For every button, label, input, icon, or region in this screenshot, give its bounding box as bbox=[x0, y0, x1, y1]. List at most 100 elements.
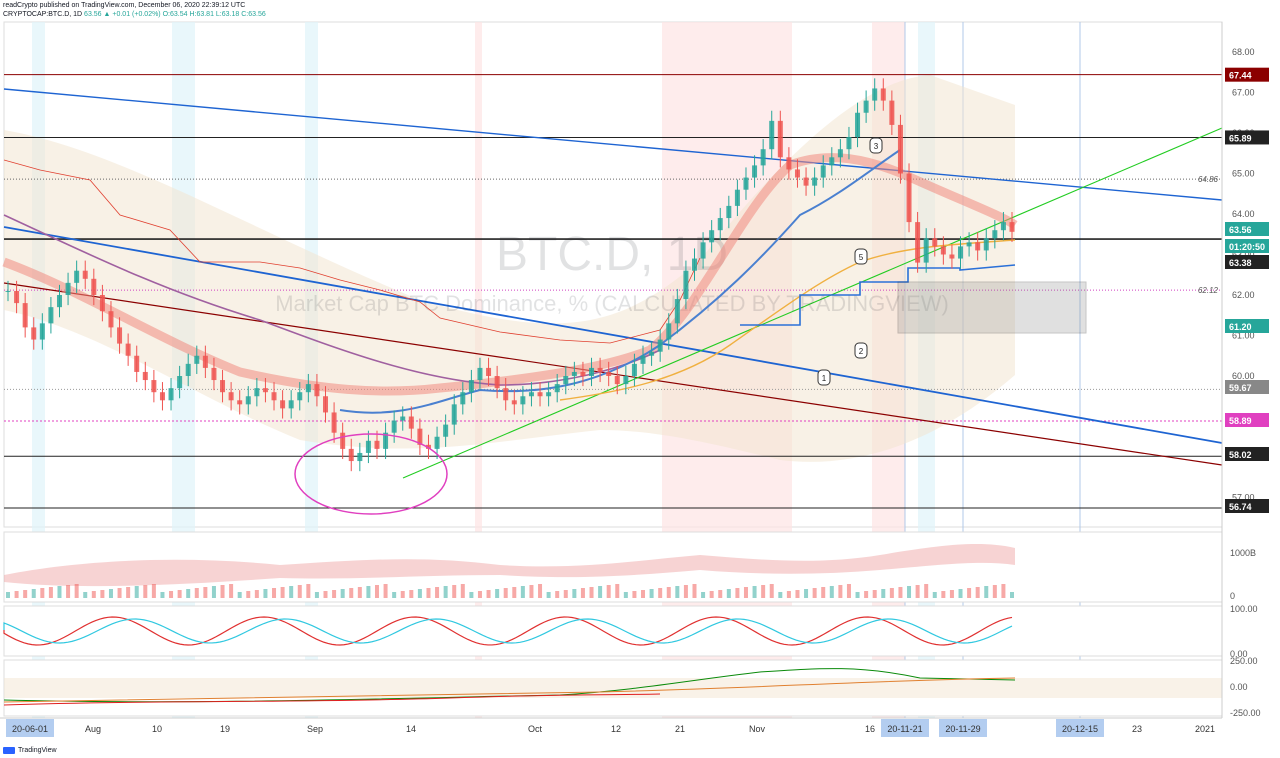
volume-bar bbox=[469, 592, 474, 598]
volume-bar bbox=[580, 588, 585, 598]
volume-bar bbox=[538, 584, 543, 598]
candle-body bbox=[777, 120, 783, 158]
candle-body bbox=[288, 400, 294, 409]
candle-body bbox=[468, 380, 474, 393]
volume-bar bbox=[349, 588, 354, 598]
candle-body bbox=[657, 339, 663, 352]
candle-body bbox=[443, 424, 449, 437]
candle-body bbox=[425, 444, 431, 449]
footer-brand: TradingView bbox=[3, 747, 57, 754]
candle-body bbox=[983, 238, 989, 251]
candle-body bbox=[992, 230, 998, 239]
volume-bar bbox=[761, 585, 766, 598]
candle-body bbox=[563, 376, 569, 385]
volume-bar bbox=[91, 591, 96, 598]
price-label: 61.20 bbox=[1229, 322, 1252, 332]
candle-body bbox=[606, 371, 612, 376]
price-label-box bbox=[1225, 319, 1269, 333]
volume-bar bbox=[709, 591, 714, 598]
candle-body bbox=[975, 242, 981, 251]
volume-bar bbox=[675, 586, 680, 598]
volume-bar bbox=[426, 588, 431, 598]
volume-bar bbox=[949, 590, 954, 598]
volume-bar bbox=[958, 589, 963, 598]
symbol-label: CRYPTOCAP:BTC.D, 1D bbox=[3, 11, 83, 18]
volume-bar bbox=[641, 590, 646, 598]
candle-body bbox=[39, 323, 45, 340]
volume-bar bbox=[332, 590, 337, 598]
volume-bar bbox=[486, 590, 491, 598]
annotations: 1 2 3 5 bbox=[294, 137, 1087, 515]
candle-body bbox=[855, 112, 861, 138]
volume-bar bbox=[666, 587, 671, 598]
candle-body bbox=[408, 416, 414, 429]
y-tick-label: 62.00 bbox=[1232, 290, 1255, 300]
candle-body bbox=[65, 282, 71, 295]
candle-body bbox=[760, 149, 766, 166]
price-label-box bbox=[1225, 130, 1269, 145]
volume-bar bbox=[520, 586, 525, 598]
candle-body bbox=[391, 420, 397, 433]
volume-bar bbox=[74, 584, 79, 598]
candle-body bbox=[717, 218, 723, 231]
trend-line bbox=[402, 127, 1223, 479]
price-label-box bbox=[1225, 499, 1269, 513]
x-tick-label: Sep bbox=[307, 724, 323, 734]
candle-body bbox=[5, 290, 11, 292]
x-tick-label: 20-12-15 bbox=[1062, 724, 1098, 734]
volume-bar bbox=[632, 591, 637, 598]
price-label: 58.02 bbox=[1229, 450, 1252, 460]
candle-body bbox=[14, 290, 20, 304]
indicator-panes bbox=[3, 531, 1223, 717]
volume-bar bbox=[898, 587, 903, 598]
trend-line bbox=[3, 226, 1223, 444]
candle-body bbox=[691, 258, 697, 271]
candle-body bbox=[794, 169, 800, 178]
volume-bar bbox=[186, 589, 191, 598]
candle-body bbox=[194, 355, 200, 364]
candle-body bbox=[812, 177, 818, 186]
candle-body bbox=[314, 384, 320, 397]
candle-body bbox=[31, 327, 37, 340]
candle-body bbox=[863, 100, 869, 113]
candle-body bbox=[280, 400, 286, 409]
candle-body bbox=[932, 238, 938, 247]
y-tick-label: 61.00 bbox=[1232, 331, 1255, 341]
cci-tick: 250.00 bbox=[1230, 656, 1258, 666]
price-label: 67.44 bbox=[1229, 71, 1252, 81]
volume-bar bbox=[117, 588, 122, 598]
volume-bar bbox=[992, 585, 997, 598]
candle-body bbox=[168, 388, 174, 401]
volume-bar bbox=[1001, 584, 1006, 598]
candle-body bbox=[108, 311, 114, 328]
candle-body bbox=[666, 323, 672, 340]
volume-bar bbox=[452, 585, 457, 598]
candle-body bbox=[897, 124, 903, 174]
candle-body bbox=[185, 363, 191, 376]
volume-bar bbox=[392, 592, 397, 598]
candle-body bbox=[906, 173, 912, 223]
candle-body bbox=[837, 149, 843, 158]
volume-bar bbox=[108, 589, 113, 598]
candle-body bbox=[237, 400, 243, 405]
volume-bar bbox=[692, 584, 697, 598]
volume-bar bbox=[623, 592, 628, 598]
volume-bar bbox=[546, 592, 551, 598]
volume-bar bbox=[323, 591, 328, 598]
candle-body bbox=[769, 120, 775, 150]
wave-label-box bbox=[869, 137, 883, 154]
candle-body bbox=[923, 238, 929, 263]
candle-body bbox=[74, 270, 80, 283]
volume-bar bbox=[821, 587, 826, 598]
volume-bar bbox=[134, 586, 139, 598]
publisher-line: readCrypto published on TradingView.com,… bbox=[3, 2, 246, 9]
candle-body bbox=[571, 371, 577, 376]
volume-bar bbox=[400, 591, 405, 598]
y-tick-label: 60.00 bbox=[1232, 371, 1255, 381]
volume-bar bbox=[967, 588, 972, 598]
volume-bar bbox=[57, 586, 62, 598]
candle-body bbox=[940, 246, 946, 255]
y-tick-label: 65.00 bbox=[1232, 169, 1255, 179]
ohlc-label: O:63.54 H:63.81 L:63.18 C:63.56 bbox=[162, 11, 266, 18]
